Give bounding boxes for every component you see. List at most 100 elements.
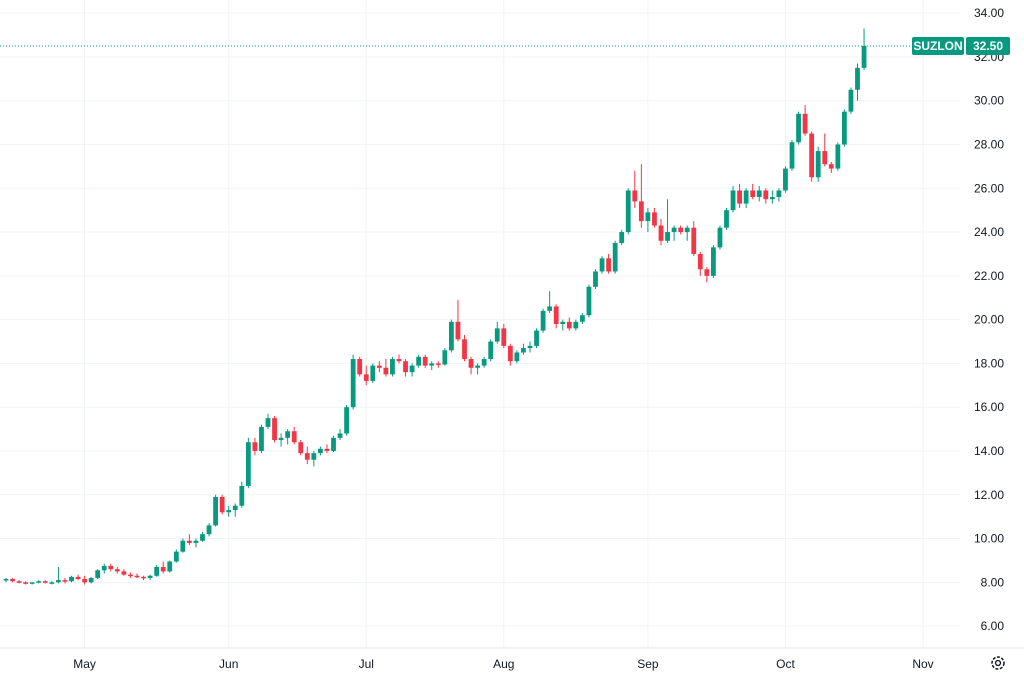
candle-body (108, 565, 114, 570)
candle (291, 426, 297, 445)
candle (370, 363, 376, 384)
candle (272, 415, 277, 443)
candle (527, 341, 533, 353)
candle (82, 575, 87, 585)
candle (311, 450, 317, 467)
price-badge-layer: SUZLON 32.50 (0, 36, 1010, 55)
x-tick-label: May (73, 657, 96, 671)
gear-outer (991, 656, 1005, 670)
candle (350, 354, 356, 410)
candle-body (357, 359, 363, 375)
x-tick-label: Jul (359, 657, 374, 671)
y-tick-label: 20.00 (974, 313, 1004, 327)
candle-body (842, 111, 847, 145)
candle-body (717, 227, 723, 248)
candle-body (462, 339, 467, 360)
candle (449, 319, 454, 353)
x-tick-label: Oct (776, 657, 795, 671)
candle (3, 577, 9, 583)
candle-body (278, 437, 284, 441)
candle (232, 503, 238, 517)
candle (481, 356, 487, 368)
candle-body (665, 232, 670, 241)
candle (612, 240, 618, 274)
price-badge (966, 36, 1010, 55)
y-tick-label: 10.00 (974, 532, 1004, 546)
candle (56, 567, 61, 584)
candle (69, 575, 74, 583)
candle-body (291, 431, 297, 443)
candle-body (671, 227, 677, 233)
candle (29, 582, 35, 585)
candle (180, 538, 186, 553)
candle (416, 354, 422, 368)
candle-body (534, 330, 539, 346)
candle (828, 162, 834, 173)
candle (507, 343, 513, 366)
candle-body (193, 540, 199, 543)
candle (684, 225, 690, 241)
candle-body (49, 582, 55, 584)
candle (586, 284, 592, 318)
candle-body (409, 365, 415, 373)
candle-body (769, 197, 775, 200)
candle-body (200, 534, 205, 541)
candle-body (711, 247, 716, 276)
candle (796, 111, 801, 145)
candle-body (69, 576, 74, 582)
candle (809, 131, 815, 182)
candle-body (560, 321, 566, 324)
candle-body (160, 567, 166, 572)
candle (691, 221, 697, 257)
candle-body (501, 328, 507, 346)
candle-body (422, 356, 428, 366)
candle-body (95, 570, 101, 578)
candle-body (737, 190, 742, 204)
candle (167, 560, 173, 573)
candle (599, 256, 605, 274)
candle (514, 350, 520, 364)
candle (494, 321, 500, 344)
candle-body (311, 453, 317, 460)
y-tick-label: 14.00 (974, 444, 1004, 458)
candle (789, 140, 795, 171)
candle (534, 328, 539, 349)
y-tick-label: 30.00 (974, 94, 1004, 108)
candle-body (638, 201, 644, 222)
candle (776, 188, 782, 202)
candle-body (652, 212, 657, 226)
candle (403, 359, 408, 377)
candle-body (593, 271, 598, 287)
candle-body (835, 144, 841, 169)
candle-body (566, 321, 572, 329)
candle (88, 576, 94, 584)
candle-body (848, 89, 854, 112)
candle-body (226, 510, 232, 513)
candle (95, 569, 101, 580)
candle (580, 313, 585, 324)
candle-body (750, 190, 756, 198)
candle (671, 225, 677, 241)
settings-gear-icon[interactable] (991, 656, 1005, 670)
candle-body (23, 582, 29, 584)
candle-body (855, 67, 860, 90)
candle-body (684, 227, 690, 233)
candle-body (3, 579, 9, 581)
candle-body (88, 577, 94, 583)
candle (62, 577, 68, 584)
candle (769, 190, 775, 204)
candle (737, 183, 742, 208)
candle-body (147, 575, 153, 578)
candle-body (390, 359, 395, 375)
candle (193, 538, 199, 548)
candle-body (101, 565, 107, 571)
candle (10, 577, 15, 583)
candle-body (383, 367, 389, 375)
x-tick-label: Nov (912, 657, 933, 671)
candle-body (324, 448, 330, 451)
candle-body (154, 567, 160, 576)
candle-body (298, 442, 304, 454)
candle (743, 188, 749, 208)
